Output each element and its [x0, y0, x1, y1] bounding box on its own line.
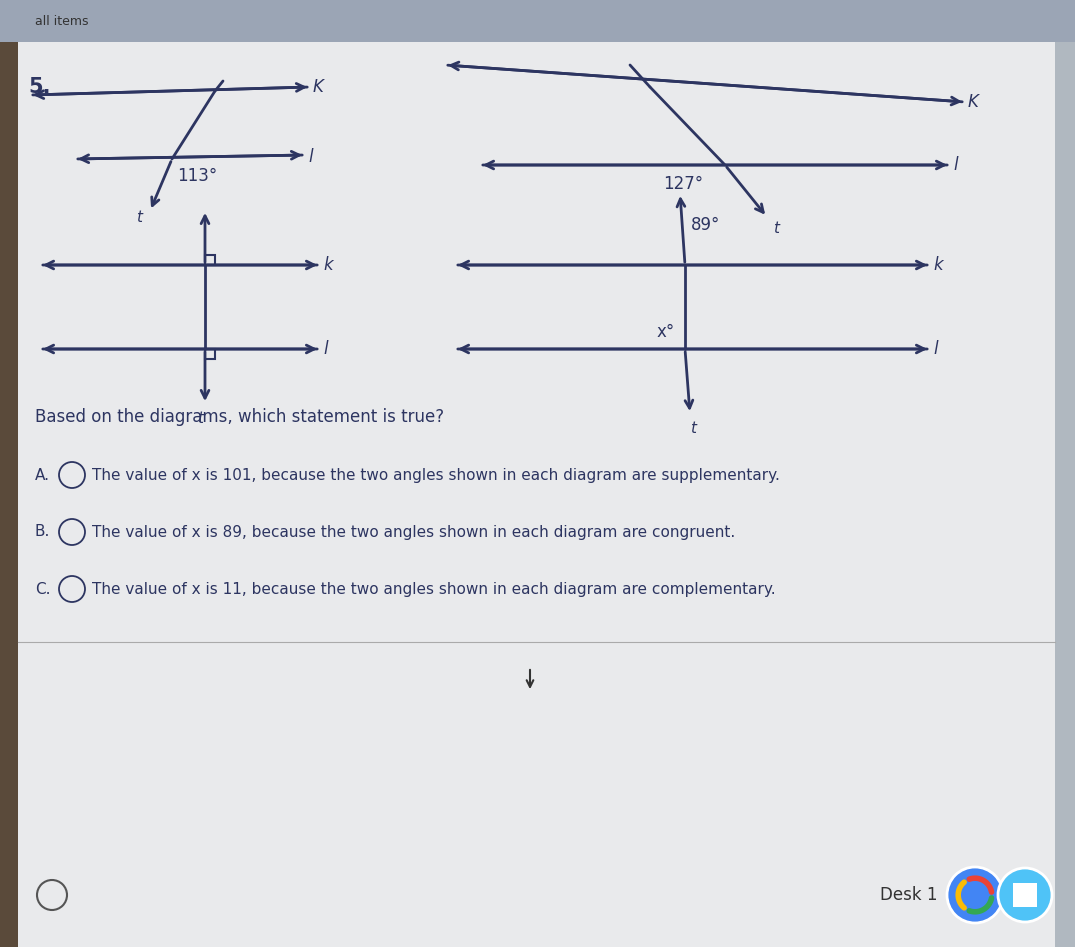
Bar: [0, 42, 18, 947]
Bar: [205, 349, 215, 359]
Text: k: k: [933, 256, 943, 274]
Text: x°: x°: [657, 323, 675, 341]
Text: t: t: [773, 221, 779, 236]
Text: l: l: [309, 148, 313, 166]
Bar: [205, 255, 215, 265]
Text: A.: A.: [35, 468, 51, 483]
Text: k: k: [322, 256, 332, 274]
Bar: [1013, 883, 1037, 907]
Text: B.: B.: [35, 525, 51, 540]
Text: l: l: [954, 156, 958, 174]
Text: Desk 1: Desk 1: [880, 886, 937, 904]
Bar: [1055, 42, 1075, 947]
Text: 113°: 113°: [177, 167, 217, 185]
Text: The value of x is 11, because the two angles shown in each diagram are complemen: The value of x is 11, because the two an…: [92, 581, 776, 597]
Text: K: K: [313, 78, 324, 96]
Text: The value of x is 89, because the two angles shown in each diagram are congruent: The value of x is 89, because the two an…: [92, 525, 735, 540]
Text: 127°: 127°: [663, 175, 703, 193]
Text: 89°: 89°: [691, 216, 720, 234]
Text: C.: C.: [35, 581, 51, 597]
Text: t: t: [197, 411, 203, 426]
Bar: [0, 0, 1075, 42]
Text: The value of x is 101, because the two angles shown in each diagram are suppleme: The value of x is 101, because the two a…: [92, 468, 779, 483]
Text: t: t: [690, 421, 696, 436]
Text: Based on the diagrams, which statement is true?: Based on the diagrams, which statement i…: [35, 408, 444, 426]
Circle shape: [947, 867, 1003, 923]
Text: l: l: [933, 340, 937, 358]
Text: l: l: [322, 340, 328, 358]
Circle shape: [998, 868, 1052, 922]
Text: all items: all items: [35, 14, 88, 27]
Text: K: K: [968, 93, 979, 111]
Text: 5.: 5.: [28, 77, 51, 97]
Text: t: t: [137, 209, 142, 224]
